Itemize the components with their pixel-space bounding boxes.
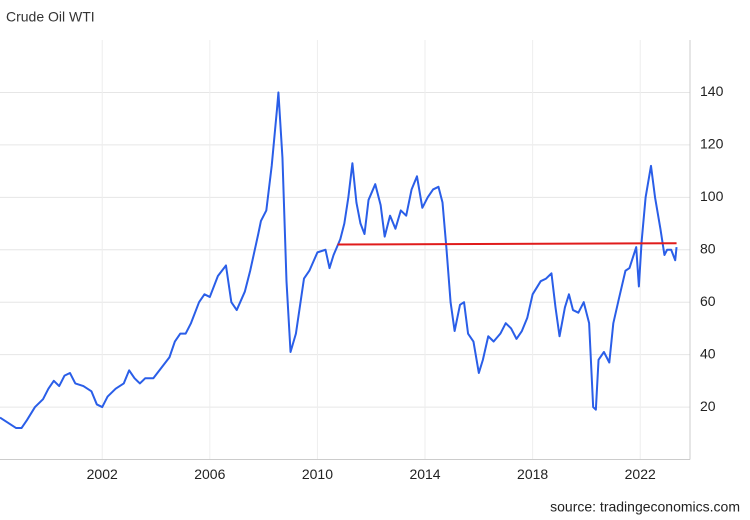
- source-note: source: tradingeconomics.com: [550, 499, 740, 515]
- x-tick-label: 2010: [302, 466, 333, 482]
- x-tick-label: 2022: [625, 466, 656, 482]
- y-tick-label: 140: [700, 83, 724, 99]
- y-tick-label: 20: [700, 398, 716, 414]
- x-tick-label: 2014: [409, 466, 440, 482]
- chart-title: Crude Oil WTI: [6, 9, 95, 25]
- y-tick-label: 120: [700, 136, 724, 152]
- y-tick-label: 60: [700, 293, 716, 309]
- y-tick-label: 100: [700, 188, 724, 204]
- price-line: [0, 91, 678, 430]
- y-tick-label: 80: [700, 240, 716, 256]
- trend-line: [337, 242, 677, 246]
- y-tick-label: 40: [700, 345, 716, 361]
- x-tick-label: 2018: [517, 466, 548, 482]
- x-tick-label: 2002: [87, 466, 118, 482]
- x-tick-label: 2006: [194, 466, 225, 482]
